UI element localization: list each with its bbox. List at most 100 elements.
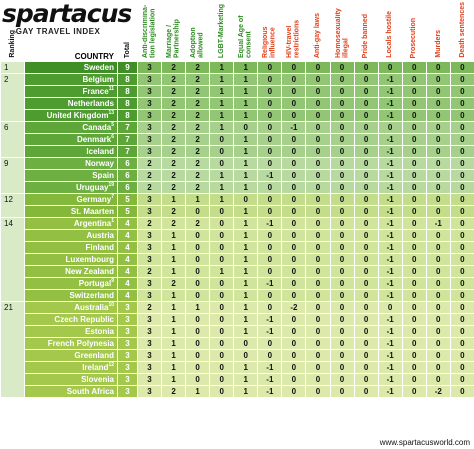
score-cell: 0 [209,361,235,374]
score-cell: 0 [353,253,379,266]
score-cell: 0 [209,241,235,254]
score-cell: 0 [329,133,355,146]
score-cell: 0 [329,157,355,170]
score-cell: 0 [209,301,235,314]
score-cell: 0 [425,133,451,146]
score-cell: 2 [185,97,211,110]
score-cell: 0 [401,133,427,146]
column-header: LGBT-Marketing [209,0,235,62]
score-cell: 2 [136,181,163,194]
score-cell: 1 [161,289,187,302]
score-cell: 2 [136,157,163,170]
score-cell: 8 [117,97,138,110]
score-cell: 2 [161,205,187,218]
score-cell: 1 [161,313,187,326]
score-cell: 3 [136,133,163,146]
score-cell: 0 [401,349,427,362]
score-cell: 0 [353,385,379,398]
score-cell: -1 [425,217,451,230]
score-cell: 3 [117,325,138,338]
score-cell: 0 [425,85,451,98]
score-cell: 3 [117,361,138,374]
score-cell: 0 [401,61,427,74]
country-name: Belgium [82,75,114,84]
score-cell: 0 [281,241,307,254]
score-cell: 0 [257,337,283,350]
score-cell: 0 [329,181,355,194]
column-header: Anti-gay laws [305,0,331,62]
score-cell: 1 [161,229,187,242]
score-cell: 0 [401,265,427,278]
country-cell: Portugal9 [24,277,118,290]
score-cell: 3 [117,301,138,314]
score-cell: 1 [209,85,235,98]
score-cell: 1 [233,61,259,74]
score-cell: 1 [233,109,259,122]
score-cell: 0 [257,97,283,110]
score-cell: 0 [257,157,283,170]
footnote-ref: 5 [111,122,114,129]
column-header: Murders [425,0,451,62]
table-row: Switzerland 4 3 1 0 0 1 0 0 0 0 0 -1 0 0 0 [1,289,474,302]
score-cell: 0 [353,145,379,158]
country-cell: Slovenia [24,373,118,386]
score-cell: 3 [117,337,138,350]
score-cell: 0 [305,325,331,338]
score-cell: 0 [281,133,307,146]
score-cell: 0 [353,61,379,74]
score-cell: 0 [377,121,403,134]
column-header: Homosexuality illegal [329,0,355,62]
score-cell: 3 [136,229,163,242]
score-cell: -1 [257,361,283,374]
country-cell: Austria [24,229,118,242]
score-cell: 0 [353,373,379,386]
score-cell: 3 [117,373,138,386]
score-cell: 2 [185,169,211,182]
score-cell: 0 [209,217,235,230]
column-label: Homosexuality illegal [334,8,350,58]
country-name: Finland [85,243,114,252]
table-row: France11 8 3 2 2 1 1 0 0 0 0 0 -1 0 0 0 [1,85,474,98]
score-cell: 0 [281,217,307,230]
table-row: South Africa 3 3 2 1 0 1 -1 0 0 0 0 -1 0 -2 0 [1,385,474,398]
column-label: LGBT-Marketing [217,3,225,58]
score-cell: 0 [353,241,379,254]
column-header: Death sentences [449,0,474,62]
score-cell: 0 [425,193,451,206]
score-cell: 0 [305,265,331,278]
score-cell: 0 [305,301,331,314]
score-cell: 2 [161,121,187,134]
score-cell: 0 [257,145,283,158]
score-cell: 0 [281,361,307,374]
score-cell: 0 [305,181,331,194]
score-cell: 0 [377,301,403,314]
score-cell: 0 [401,253,427,266]
score-cell: -1 [377,73,403,86]
score-cell: 0 [281,325,307,338]
score-cell: -1 [377,205,403,218]
score-cell: 2 [161,277,187,290]
score-cell: 2 [161,73,187,86]
score-cell: 0 [401,121,427,134]
score-cell: 0 [401,337,427,350]
column-header: HIV-travel restrictions [281,0,307,62]
score-cell: 0 [305,229,331,242]
score-cell: 2 [161,109,187,122]
rank-cell: 12 [0,193,25,218]
score-cell: 2 [185,181,211,194]
score-cell: 0 [401,277,427,290]
country-cell: Luxembourg [24,253,118,266]
score-cell: 0 [281,193,307,206]
score-cell: 0 [185,253,211,266]
table-row: Spain 6 2 2 2 1 1 -1 0 0 0 0 -1 0 0 0 [1,169,474,182]
score-cell: 0 [305,337,331,350]
country-cell: Argentina1 [24,217,118,230]
score-cell: -2 [425,385,451,398]
country-cell: Australia10 [24,301,118,314]
score-cell: 0 [425,241,451,254]
score-cell: 0 [257,61,283,74]
country-name: Luxembourg [65,255,114,264]
score-cell: 0 [305,373,331,386]
score-cell: 0 [329,73,355,86]
country-name: Canada [82,123,112,132]
